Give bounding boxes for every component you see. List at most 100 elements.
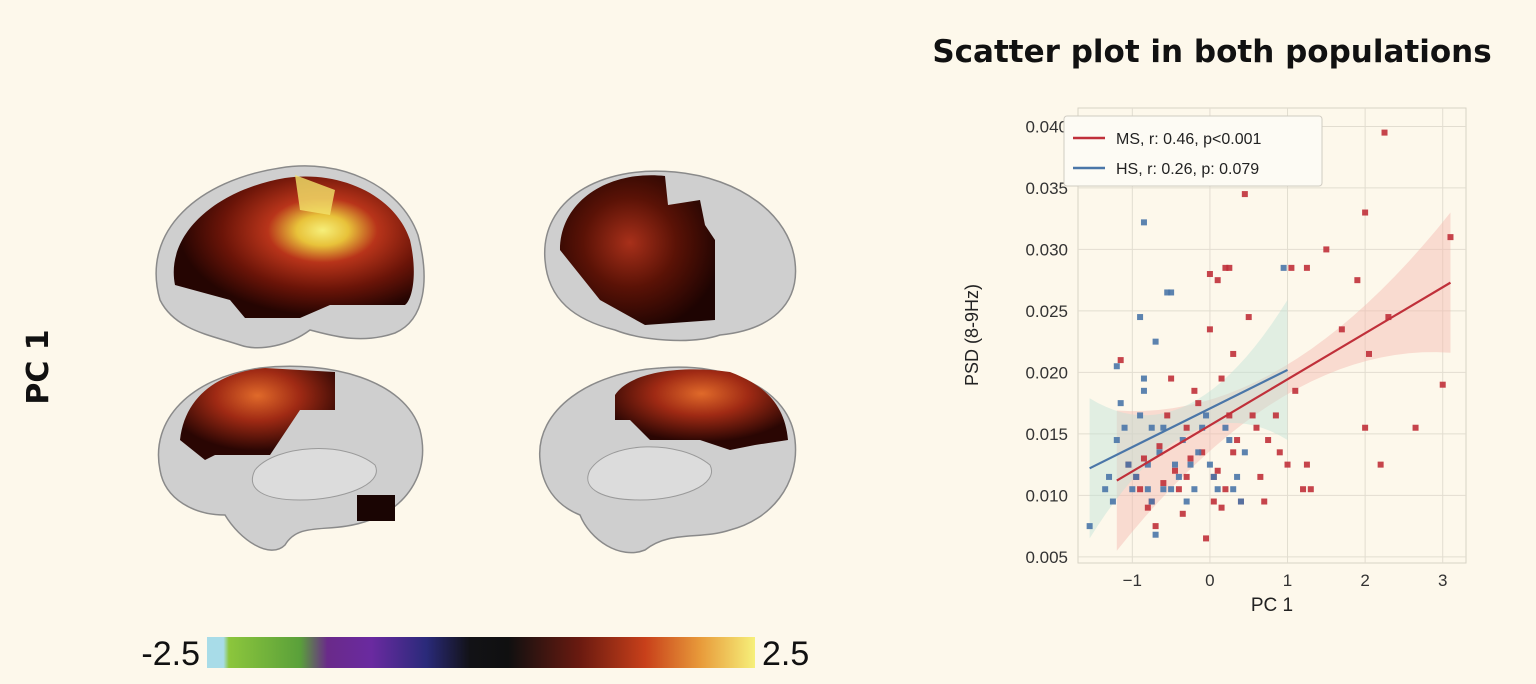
y-tick-label: 0.005 [1025,548,1068,567]
y-tick-label: 0.035 [1025,179,1068,198]
data-point [1308,486,1314,492]
data-point [1184,499,1190,505]
data-point [1230,449,1236,455]
data-point [1129,486,1135,492]
data-point [1145,486,1151,492]
data-point [1250,412,1256,418]
y-tick-label: 0.030 [1025,240,1068,259]
data-point [1207,326,1213,332]
data-point [1304,462,1310,468]
data-point [1149,425,1155,431]
x-tick-label: −1 [1123,571,1142,590]
x-tick-label: 2 [1360,571,1369,590]
data-point [1168,486,1174,492]
chart-title: Scatter plot in both populations [932,34,1491,70]
y-tick-label: 0.025 [1025,302,1068,321]
data-point [1207,271,1213,277]
data-point [1323,246,1329,252]
data-point [1215,468,1221,474]
data-point [1234,474,1240,480]
data-point [1184,474,1190,480]
data-point [1125,462,1131,468]
data-point [1203,412,1209,418]
data-point [1219,505,1225,511]
data-point [1176,474,1182,480]
data-point [1285,462,1291,468]
y-tick-label: 0.040 [1025,117,1068,136]
data-point [1160,486,1166,492]
data-point [1195,400,1201,406]
data-point [1273,412,1279,418]
data-point [1141,219,1147,225]
data-point [1242,449,1248,455]
data-point [1304,265,1310,271]
data-point [1156,443,1162,449]
data-point [1215,486,1221,492]
data-point [1222,486,1228,492]
data-point [1226,437,1232,443]
y-tick-label: 0.010 [1025,486,1068,505]
data-point [1219,376,1225,382]
data-point [1203,535,1209,541]
data-point [1087,523,1093,529]
data-point [1222,425,1228,431]
x-tick-label: 0 [1205,571,1214,590]
data-point [1153,339,1159,345]
data-point [1253,425,1259,431]
data-point [1114,437,1120,443]
data-point [1246,314,1252,320]
data-point [1281,265,1287,271]
data-point [1188,455,1194,461]
data-point [1160,480,1166,486]
data-point [1141,376,1147,382]
data-point [1238,499,1244,505]
data-point [1118,357,1124,363]
legend: MS, r: 0.46, p<0.001 HS, r: 0.26, p: 0.0… [1064,116,1322,186]
data-point [1168,376,1174,382]
data-point [1234,437,1240,443]
data-point [1145,505,1151,511]
data-point [1188,462,1194,468]
data-point [1102,486,1108,492]
data-point [1211,499,1217,505]
data-point [1172,468,1178,474]
data-point [1195,449,1201,455]
data-point [1191,388,1197,394]
data-point [1110,499,1116,505]
data-point [1153,523,1159,529]
y-tick-label: 0.015 [1025,425,1068,444]
data-point [1382,130,1388,136]
x-tick-label: 1 [1283,571,1292,590]
data-point [1191,486,1197,492]
data-point [1180,511,1186,517]
data-point [1149,499,1155,505]
data-point [1172,462,1178,468]
x-tick-label: 3 [1438,571,1447,590]
data-point [1133,474,1139,480]
data-point [1184,425,1190,431]
data-point [1366,351,1372,357]
data-point [1164,412,1170,418]
data-point [1300,486,1306,492]
data-point [1211,474,1217,480]
data-point [1362,210,1368,216]
data-point [1207,462,1213,468]
data-point [1447,234,1453,240]
data-point [1153,532,1159,538]
data-point [1362,425,1368,431]
y-axis-label: PSD (8-9Hz) [962,284,982,386]
data-point [1137,412,1143,418]
data-point [1257,474,1263,480]
legend-ms-label: MS, r: 0.46, p<0.001 [1116,131,1262,148]
legend-hs-label: HS, r: 0.26, p: 0.079 [1116,161,1259,178]
data-point [1137,314,1143,320]
data-point [1354,277,1360,283]
data-point [1378,462,1384,468]
data-point [1226,265,1232,271]
data-point [1137,486,1143,492]
data-point [1215,277,1221,283]
data-point [1122,425,1128,431]
data-point [1413,425,1419,431]
data-point [1176,486,1182,492]
